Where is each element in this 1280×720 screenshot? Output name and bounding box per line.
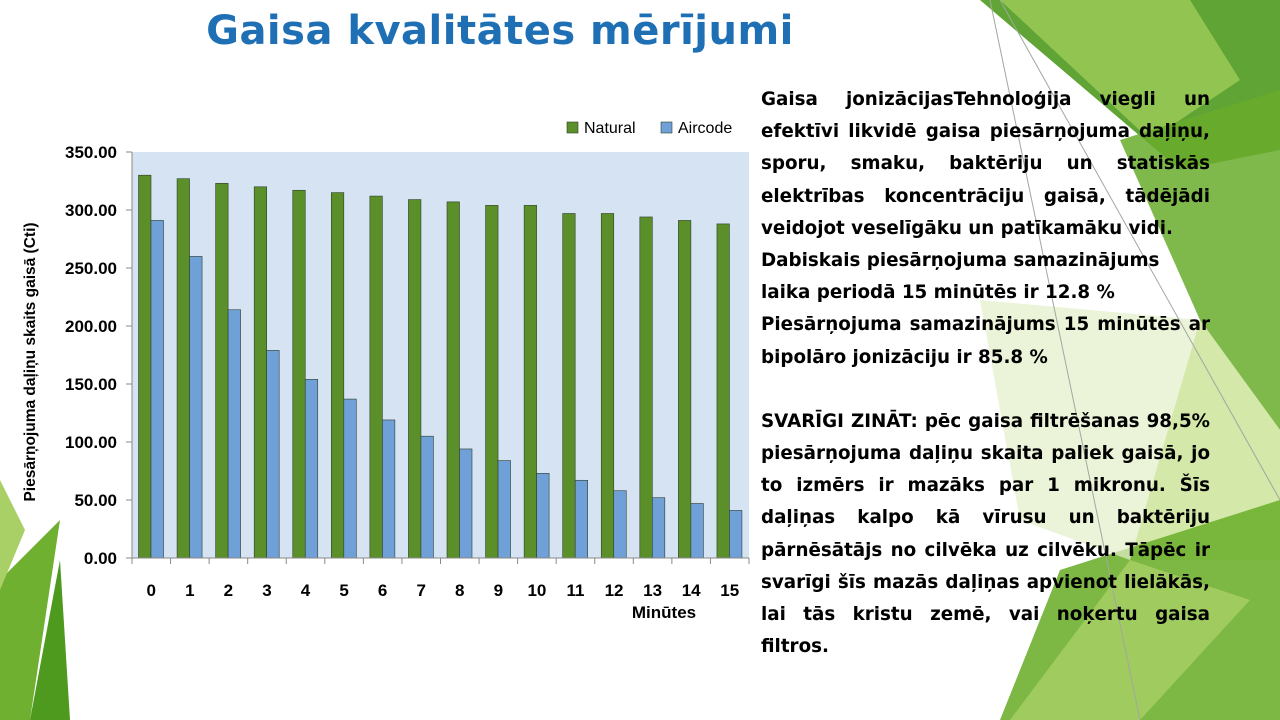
bar-aircode-5 <box>343 398 357 559</box>
green-facet-light-right <box>1130 320 1280 560</box>
y-tick-label: 250.00 <box>65 259 117 278</box>
green-facet-left-light <box>0 480 25 590</box>
bar-natural-8 <box>446 201 460 559</box>
x-tick-labels: 0 1 2 3 4 5 6 7 8 9 10 11 12 13 14 15 <box>147 581 740 600</box>
decor-line-1 <box>989 0 1141 720</box>
bar-natural-13 <box>639 216 653 559</box>
bar-aircode-6 <box>382 419 396 559</box>
x-tick-label: 1 <box>185 581 194 600</box>
x-tick-label: 13 <box>643 581 662 600</box>
bar-aircode-1 <box>189 256 203 559</box>
bar-natural-3 <box>253 186 267 559</box>
bar-aircode-14 <box>690 503 704 559</box>
x-tick-label: 11 <box>566 581 584 600</box>
important-note-paragraph: SVARĪGI ZINĀT: pēc gaisa filtrēšanas 98,… <box>761 410 1210 658</box>
x-tick-label: 9 <box>494 581 503 600</box>
bar-natural-2 <box>215 183 229 559</box>
legend-swatch-aircode <box>660 121 673 134</box>
x-tick-label: 5 <box>339 581 348 600</box>
bars-group <box>138 174 743 559</box>
green-facet-left-bottom <box>30 560 70 720</box>
x-tick-label: 8 <box>455 581 464 600</box>
bar-aircode-3 <box>266 350 280 559</box>
x-tick-label: 3 <box>262 581 271 600</box>
green-facet-pale-middle <box>980 300 1200 560</box>
x-tick-label: 6 <box>378 581 387 600</box>
intro-paragraph: Gaisa jonizācijasTehnoloģija viegli un e… <box>761 89 1210 239</box>
bar-natural-6 <box>369 195 383 559</box>
y-tick-label: 50.00 <box>74 491 117 510</box>
x-tick-label: 14 <box>682 581 701 600</box>
y-tick-label: 0.00 <box>84 549 117 568</box>
x-axis-label: Minūtes <box>632 603 696 622</box>
natural-reduction-text: Dabiskais piesārņojuma samazinājums laik… <box>761 250 1160 304</box>
bar-natural-11 <box>562 213 576 559</box>
x-tick-label: 10 <box>527 581 546 600</box>
y-tick-labels: 0.00 50.00 100.00 150.00 200.00 250.00 300.00 3… <box>65 143 117 568</box>
bar-natural-1 <box>176 178 190 559</box>
bar-natural-0 <box>138 174 152 559</box>
legend-label-natural: Natural <box>584 120 636 137</box>
bar-natural-12 <box>600 213 615 559</box>
legend: Natural Aircode <box>566 120 732 137</box>
legend-label-aircode: Aircode <box>678 120 732 137</box>
bar-natural-4 <box>292 189 306 559</box>
x-tick-label: 15 <box>720 581 739 600</box>
green-facet-mid-right <box>1120 90 1280 430</box>
bar-aircode-13 <box>652 497 666 559</box>
bar-aircode-2 <box>227 309 241 559</box>
y-tick-label: 100.00 <box>65 433 117 452</box>
bar-natural-10 <box>523 205 537 559</box>
bar-natural-15 <box>716 223 730 559</box>
slide-title: Gaisa kvalitātes mērījumi <box>206 8 794 54</box>
green-facet-left-large <box>0 520 60 720</box>
green-facet-bottom-light <box>1010 560 1250 720</box>
bar-aircode-8 <box>459 448 473 559</box>
bar-natural-9 <box>485 205 499 559</box>
bar-aircode-15 <box>729 510 743 559</box>
bar-natural-5 <box>331 192 345 559</box>
y-tick-label: 200.00 <box>65 317 117 336</box>
bar-aircode-9 <box>497 460 511 559</box>
bar-aircode-10 <box>536 473 550 559</box>
bipolar-reduction-text: Piesārņojuma samazinājums 15 minūtēs ar … <box>761 314 1210 368</box>
bar-aircode-7 <box>420 435 434 559</box>
y-tick-label: 300.00 <box>65 201 117 220</box>
bar-chart: 0.00 50.00 100.00 150.00 200.00 250.00 300.00 3… <box>22 120 750 622</box>
x-tick-label: 7 <box>416 581 425 600</box>
y-axis-label: Piesārņojuma daļiņu skaits gaisā (Cti) <box>22 222 39 501</box>
bar-aircode-4 <box>304 379 319 559</box>
x-tick-label: 12 <box>605 581 624 600</box>
x-tick-label: 4 <box>301 581 311 600</box>
x-tick-label: 0 <box>147 581 156 600</box>
slide-body-text: Gaisa jonizācijasTehnoloģija viegli un e… <box>761 84 1210 663</box>
x-tick-label: 2 <box>224 581 233 600</box>
bar-aircode-0 <box>150 220 164 559</box>
bar-natural-7 <box>408 199 422 559</box>
legend-swatch-natural <box>566 121 579 134</box>
bar-aircode-12 <box>613 490 627 559</box>
y-tick-label: 150.00 <box>65 375 117 394</box>
axes-group <box>126 151 750 564</box>
bar-aircode-11 <box>574 479 588 559</box>
y-tick-label: 350.00 <box>65 143 117 162</box>
bar-natural-14 <box>678 220 692 559</box>
green-facet-light-top <box>1000 0 1240 140</box>
paragraph-spacer <box>761 374 1210 406</box>
decor-line-2 <box>999 0 1280 501</box>
